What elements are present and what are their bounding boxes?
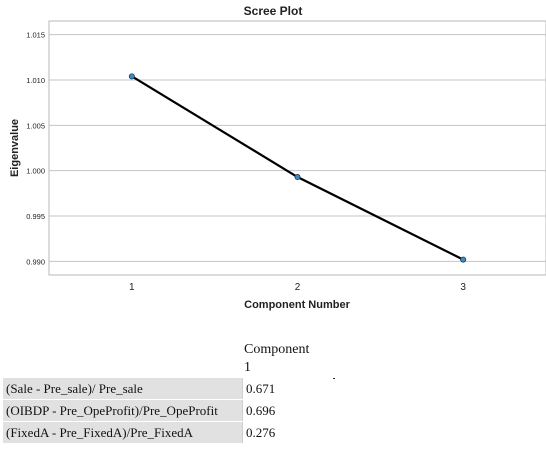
x-tick-label: 2 [295, 282, 301, 293]
data-point [128, 73, 135, 80]
y-tick-label: 0.990 [26, 257, 45, 266]
y-tick-label: 1.015 [26, 31, 45, 40]
table-header: Component [244, 342, 310, 357]
table-row: (FixedA - Pre_FixedA)/Pre_FixedA 0.276 [3, 421, 333, 444]
x-tick-label: 3 [460, 282, 466, 293]
table-row: (OIBDP - Pre_OpeProfit)/Pre_OpeProfit 0.… [3, 399, 333, 422]
row-value: 0.276 [242, 421, 333, 444]
row-label: (OIBDP - Pre_OpeProfit)/Pre_OpeProfit [3, 399, 243, 422]
chart-title: Scree Plot [244, 4, 303, 18]
row-value: 0.696 [242, 399, 333, 422]
eigenvalue-line [131, 75, 464, 261]
x-tick-labels: 1 2 3 [129, 282, 466, 293]
scree-plot: Scree Plot 0.990 0.995 1.000 1.005 1.010 1.01… [9, 4, 546, 311]
row-label: (FixedA - Pre_FixedA)/Pre_FixedA [3, 421, 243, 444]
y-tick-label: 0.995 [26, 212, 45, 221]
y-axis-label: Eigenvalue [9, 119, 21, 177]
y-tick-label: 1.000 [26, 167, 45, 176]
y-tick-label: 1.005 [26, 121, 45, 130]
y-gridlines [49, 34, 546, 262]
x-axis-label: Component Number [244, 299, 350, 311]
y-tick-label: 1.010 [26, 76, 45, 85]
table-subheader: 1 [244, 360, 251, 375]
component-matrix-table: (Sale - Pre_sale)/ Pre_sale 0.671 (OIBDP… [3, 378, 333, 444]
table-row: (Sale - Pre_sale)/ Pre_sale 0.671 [3, 378, 333, 400]
row-value: 0.671 [242, 378, 333, 400]
row-label: (Sale - Pre_sale)/ Pre_sale [3, 378, 243, 400]
data-point [294, 174, 301, 181]
data-point [460, 256, 467, 263]
eigenvalue-points [128, 73, 467, 263]
x-tick-label: 1 [129, 282, 135, 293]
y-tick-labels: 0.990 0.995 1.000 1.005 1.010 1.015 [26, 31, 45, 267]
plot-frame [48, 20, 546, 276]
